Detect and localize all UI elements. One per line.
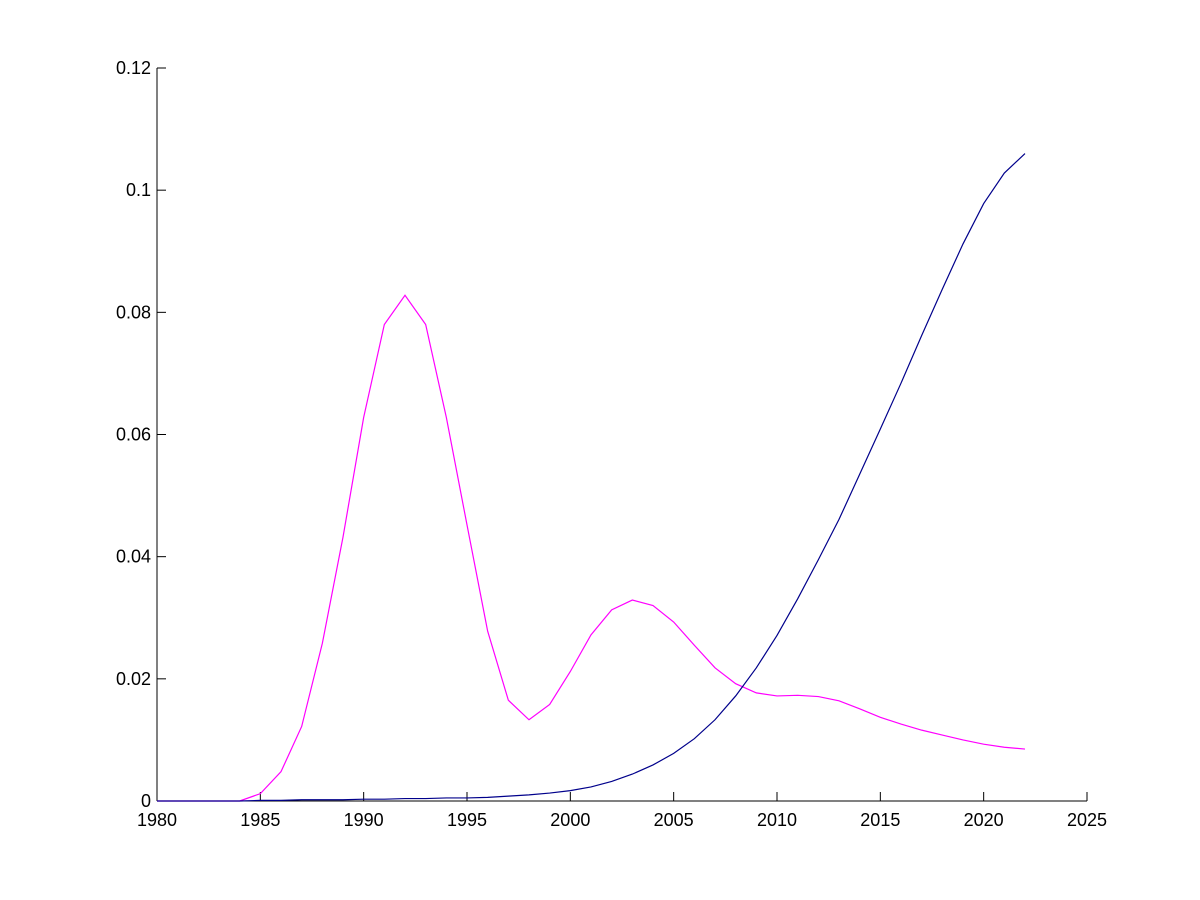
x-tick-label: 2020 xyxy=(964,810,1004,830)
x-tick-label: 1995 xyxy=(447,810,487,830)
x-tick-label: 2000 xyxy=(550,810,590,830)
x-tick-label: 1990 xyxy=(344,810,384,830)
x-tick-label: 1985 xyxy=(240,810,280,830)
y-ticks: 0 0.02 0.04 0.06 0.08 0.1 0.12 xyxy=(116,58,166,811)
y-tick-label: 0.06 xyxy=(116,425,151,445)
y-tick-label: 0.08 xyxy=(116,302,151,322)
y-tick-label: 0.12 xyxy=(116,58,151,78)
series-line-1 xyxy=(157,294,1026,802)
x-tick-label: 2025 xyxy=(1067,810,1107,830)
x-tick-label: 2005 xyxy=(654,810,694,830)
x-tick-label: 2015 xyxy=(860,810,900,830)
plot-area xyxy=(156,68,1087,802)
x-tick-label: 2010 xyxy=(757,810,797,830)
y-tick-label: 0.02 xyxy=(116,669,151,689)
y-tick-label: 0.1 xyxy=(126,180,151,200)
x-tick-label: 1980 xyxy=(137,810,177,830)
series-line-2 xyxy=(157,153,1026,802)
y-tick-label: 0.04 xyxy=(116,547,151,567)
series-layer xyxy=(157,153,1026,802)
y-tick-label: 0 xyxy=(141,791,151,811)
x-ticks: 1980 1985 1990 1995 2000 2005 2010 2015 2020 2025 xyxy=(137,792,1107,830)
